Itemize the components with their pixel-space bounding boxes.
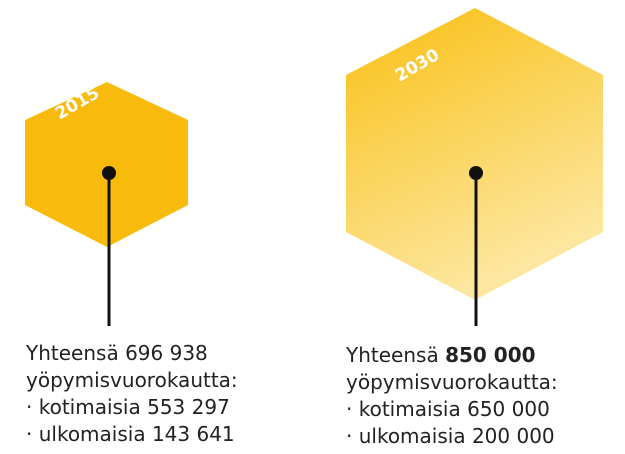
unit: yöpymisvuorokautta:: [26, 368, 238, 392]
hexagon-2030: [346, 8, 603, 300]
foreign: · ulkomaisia 143 641: [26, 422, 235, 446]
hexagon-2015: [25, 82, 188, 247]
domestic: · kotimaisia 650 000: [346, 397, 550, 421]
unit: yöpymisvuorokautta:: [346, 370, 558, 394]
total-value: 696 938: [125, 341, 208, 365]
total-label: Yhteensä: [345, 343, 439, 367]
total-value: 850 000: [445, 343, 535, 367]
foreign: · ulkomaisia 200 000: [346, 424, 555, 448]
domestic: · kotimaisia 553 297: [26, 395, 230, 419]
total: Yhteensä 696 938: [25, 341, 208, 365]
total: Yhteensä 850 000: [345, 343, 536, 367]
pointer-dot: [102, 166, 116, 180]
pointer-dot: [469, 166, 483, 180]
total-label: Yhteensä: [25, 341, 119, 365]
